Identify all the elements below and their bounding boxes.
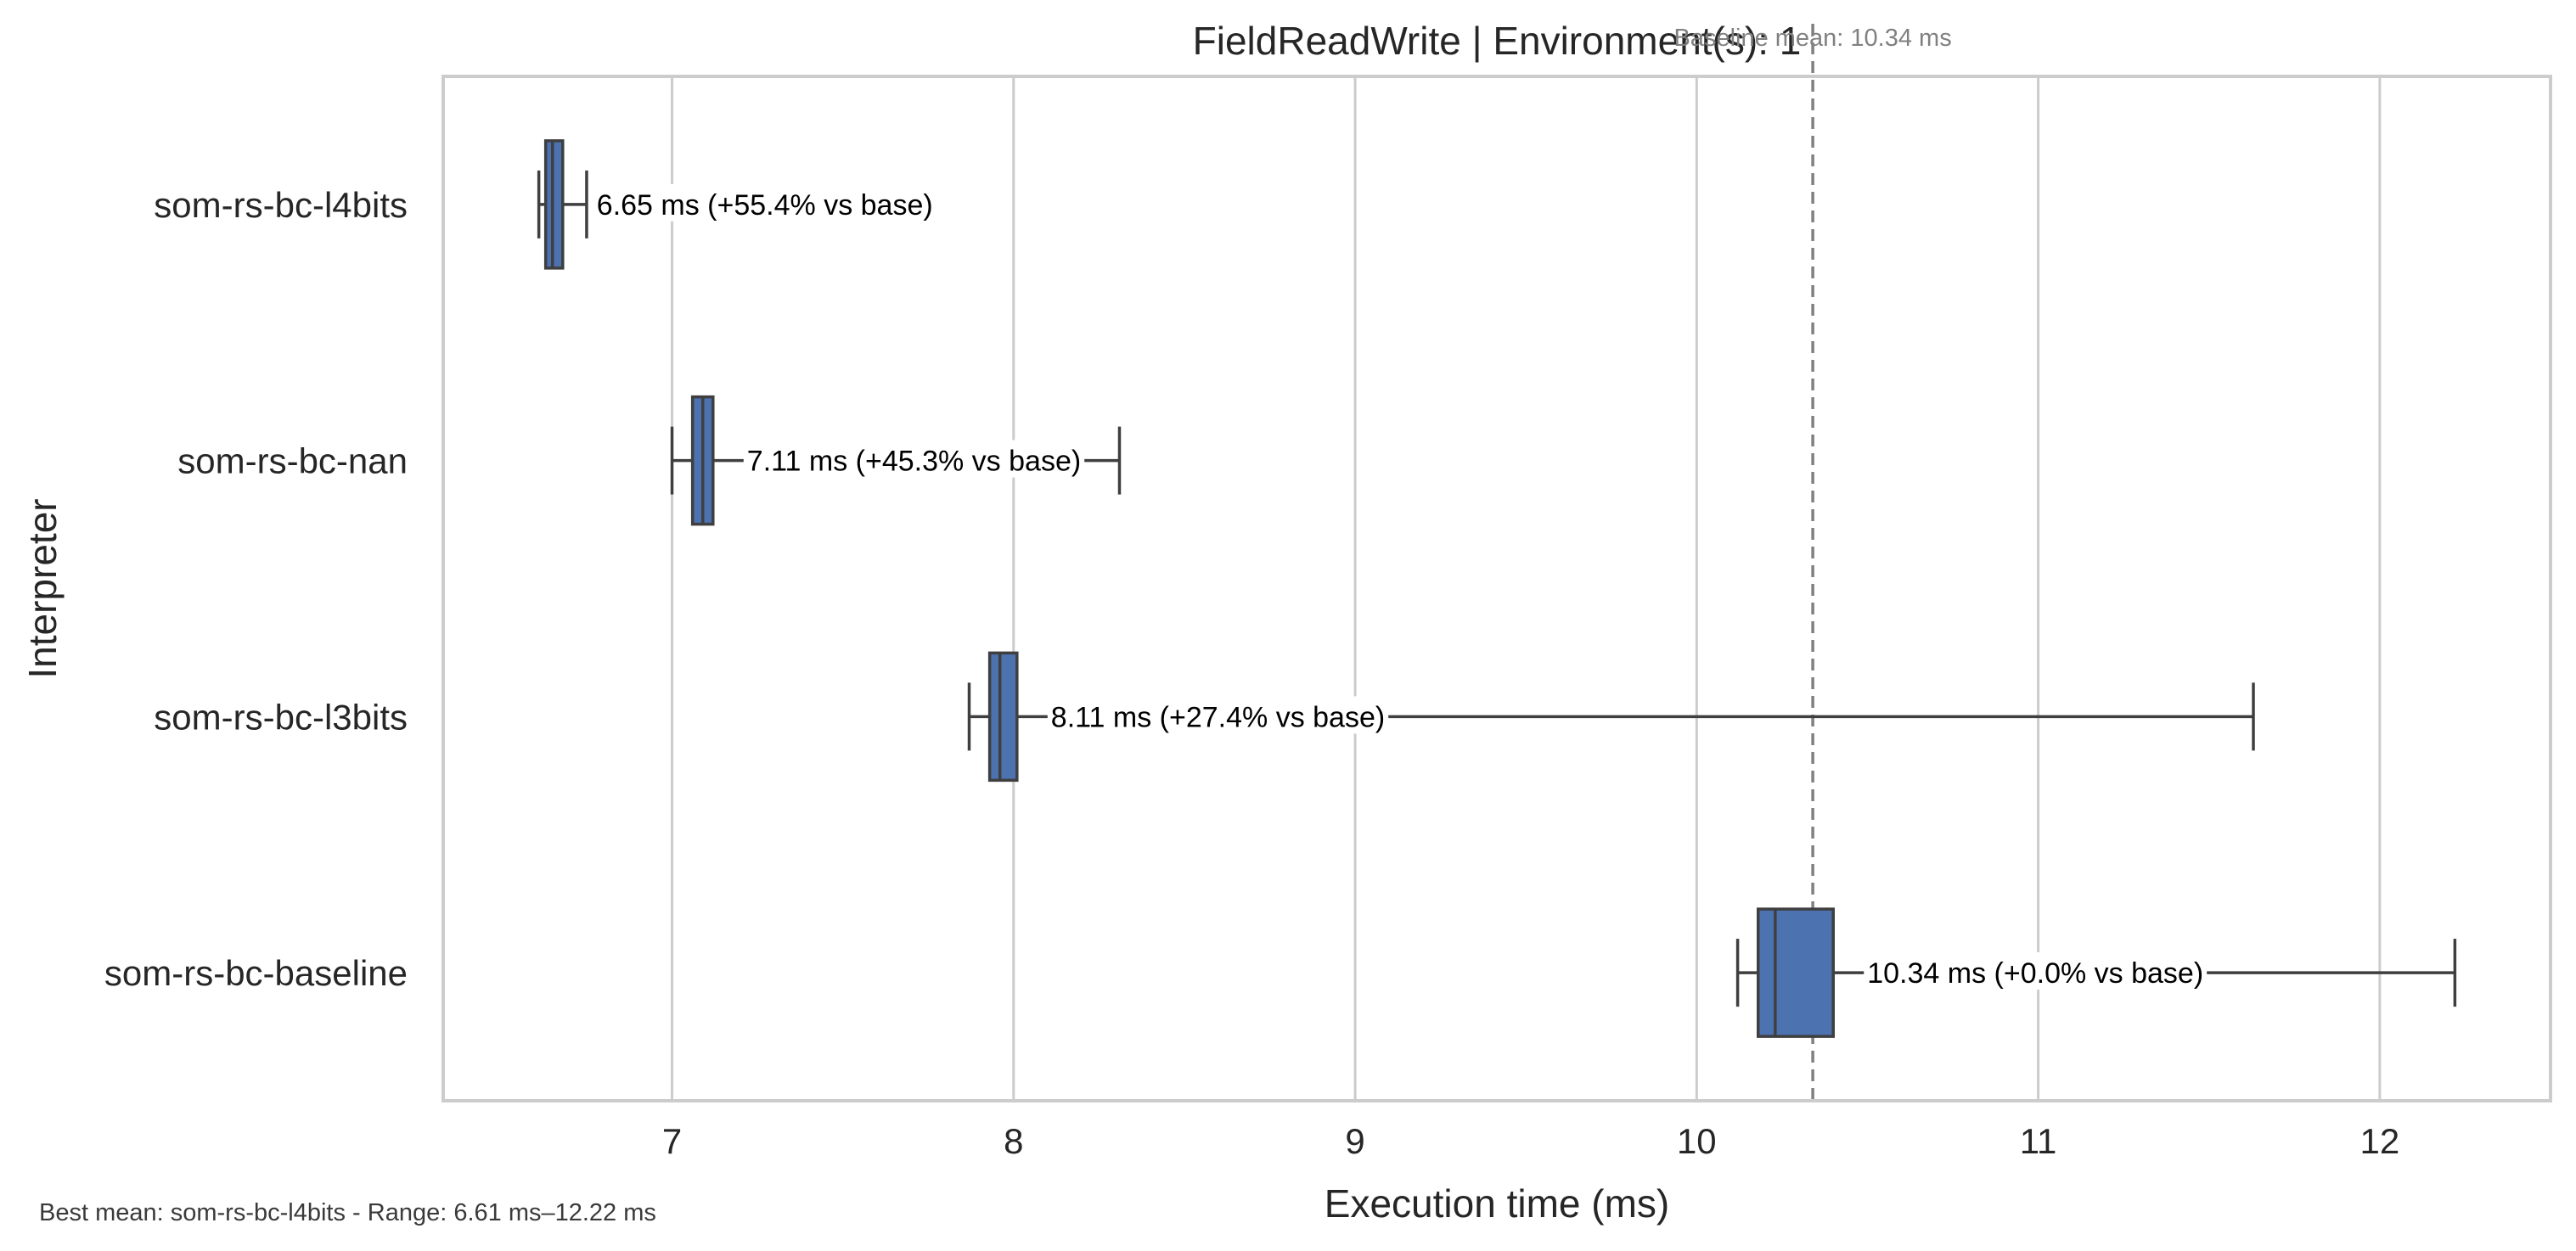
x-tick-label: 12 xyxy=(2360,1121,2400,1161)
box-plots xyxy=(537,139,2457,1038)
box-plot-som-rs-bc-baseline xyxy=(1735,907,2457,1038)
x-tick-label: 7 xyxy=(662,1121,682,1161)
y-tick-label: som-rs-bc-l3bits xyxy=(154,697,408,737)
x-tick-label: 11 xyxy=(2020,1121,2057,1161)
mean-label-background xyxy=(1047,696,1389,734)
box-plot-som-rs-bc-l4bits xyxy=(537,139,588,270)
x-axis-title: Execution time (ms) xyxy=(1325,1181,1669,1226)
iqr-box xyxy=(1756,907,1835,1038)
mean-label-text: 7.11 ms (+45.3% vs base) xyxy=(747,446,1081,478)
grid-lines xyxy=(671,76,2382,1101)
x-tick-labels: 7 8 9 10 11 12 xyxy=(662,1121,2399,1161)
y-tick-label: som-rs-bc-baseline xyxy=(104,953,408,993)
plot-frame xyxy=(442,75,2552,1102)
mean-label-background xyxy=(593,183,936,222)
iqr-box xyxy=(987,651,1019,783)
footer-note: Best mean: som-rs-bc-l4bits - Range: 6.6… xyxy=(39,1199,656,1226)
data-labels: 6.65 ms (+55.4% vs base) 7.11 ms (+45.3% … xyxy=(593,183,2208,990)
mean-label-background xyxy=(1864,952,2208,990)
y-tick-label: som-rs-bc-l4bits xyxy=(154,185,408,225)
x-tick-label: 8 xyxy=(1004,1121,1023,1161)
chart-title: FieldReadWrite | Environment(s): 1 xyxy=(1193,19,1802,63)
y-tick-labels: som-rs-bc-l4bits som-rs-bc-nan som-rs-bc-l… xyxy=(104,185,408,993)
mean-label-background xyxy=(743,440,1085,478)
x-tick-label: 9 xyxy=(1345,1121,1364,1161)
mean-label: 10.34 ms (+0.0% vs base) xyxy=(1864,952,2208,990)
baseline-label: Baseline mean: 10.34 ms xyxy=(1673,25,1951,52)
mean-label: 8.11 ms (+27.4% vs base) xyxy=(1047,696,1389,734)
iqr-box xyxy=(543,139,565,270)
mean-label: 7.11 ms (+45.3% vs base) xyxy=(743,440,1085,478)
x-tick-label: 10 xyxy=(1677,1121,1717,1161)
mean-label-text: 6.65 ms (+55.4% vs base) xyxy=(597,189,933,222)
y-axis-title: Interpreter xyxy=(20,498,65,678)
mean-label: 6.65 ms (+55.4% vs base) xyxy=(593,183,936,222)
y-tick-label: som-rs-bc-nan xyxy=(177,441,408,481)
mean-label-text: 8.11 ms (+27.4% vs base) xyxy=(1051,701,1385,733)
mean-label-text: 10.34 ms (+0.0% vs base) xyxy=(1867,957,2203,990)
box-plot-som-rs-bc-l3bits xyxy=(967,651,2255,783)
